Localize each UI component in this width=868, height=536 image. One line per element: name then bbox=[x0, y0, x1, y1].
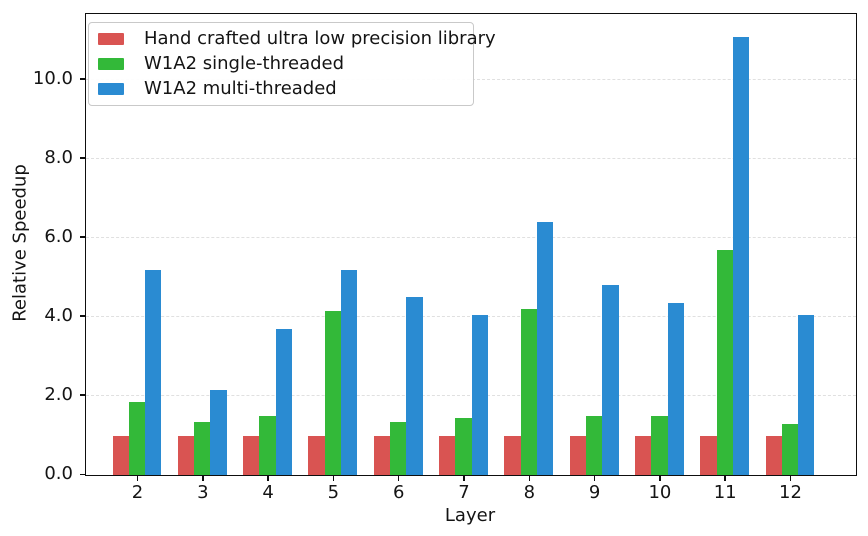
bar bbox=[520, 309, 537, 475]
x-tick-mark bbox=[789, 475, 792, 481]
legend: Hand crafted ultra low precision library… bbox=[88, 22, 496, 106]
bar bbox=[128, 401, 146, 475]
bar bbox=[602, 285, 619, 475]
y-tick-mark bbox=[80, 157, 85, 159]
x-tick-mark bbox=[593, 475, 596, 481]
bar bbox=[667, 303, 684, 475]
x-tick-label: 12 bbox=[779, 482, 802, 503]
legend-swatch-icon bbox=[98, 33, 124, 46]
x-tick-mark bbox=[528, 475, 531, 481]
y-tick-label: 0.0 bbox=[44, 463, 73, 484]
gridline bbox=[86, 236, 856, 238]
bar bbox=[373, 435, 391, 475]
legend-item: Hand crafted ultra low precision library bbox=[89, 27, 496, 51]
x-tick-mark bbox=[463, 475, 465, 481]
bar bbox=[243, 435, 260, 475]
bar bbox=[504, 435, 521, 475]
y-tick-label: 6.0 bbox=[44, 225, 73, 247]
legend-item: W1A2 single-threaded bbox=[89, 52, 473, 76]
x-tick-mark bbox=[397, 475, 400, 481]
bar bbox=[259, 415, 276, 475]
y-tick-label: 2.0 bbox=[44, 383, 73, 405]
legend-swatch-icon bbox=[98, 82, 124, 95]
x-tick-label: 3 bbox=[197, 482, 209, 503]
bar bbox=[634, 435, 652, 475]
bar bbox=[390, 421, 407, 475]
legend-item: W1A2 multi-threaded bbox=[89, 77, 473, 101]
bar bbox=[194, 421, 211, 475]
x-tick-mark bbox=[724, 475, 726, 481]
bar bbox=[308, 435, 325, 475]
x-tick-label: 7 bbox=[458, 482, 470, 503]
legend-label: Hand crafted ultra low precision library bbox=[144, 28, 496, 50]
bar bbox=[439, 435, 456, 475]
bar bbox=[177, 435, 195, 475]
bar bbox=[651, 415, 668, 475]
x-tick-label: 10 bbox=[648, 482, 672, 503]
x-tick-mark bbox=[267, 475, 269, 481]
bar bbox=[471, 315, 488, 475]
gridline bbox=[86, 395, 856, 396]
bar bbox=[341, 269, 358, 475]
bar bbox=[536, 222, 554, 475]
x-tick-label: 8 bbox=[523, 482, 536, 503]
bar bbox=[569, 435, 586, 475]
y-tick-mark bbox=[80, 473, 85, 475]
bar bbox=[275, 328, 293, 475]
x-tick-mark bbox=[332, 475, 335, 481]
x-tick-label: 6 bbox=[392, 482, 405, 503]
x-tick-label: 5 bbox=[327, 482, 340, 503]
x-tick-label: 4 bbox=[262, 482, 274, 503]
bar bbox=[700, 435, 717, 475]
bar bbox=[406, 297, 423, 475]
x-tick-label: 9 bbox=[588, 482, 601, 503]
y-tick-mark bbox=[80, 394, 85, 396]
bar bbox=[112, 435, 129, 475]
y-tick-mark bbox=[80, 78, 85, 80]
y-tick-mark bbox=[80, 236, 85, 238]
bar bbox=[732, 36, 750, 475]
gridline bbox=[86, 316, 856, 317]
x-axis-label: Layer bbox=[444, 505, 496, 526]
x-tick-label: 11 bbox=[713, 482, 737, 503]
gridline bbox=[86, 157, 856, 159]
bar bbox=[765, 435, 782, 475]
y-tick-label: 8.0 bbox=[44, 146, 73, 168]
x-tick-mark bbox=[202, 475, 204, 481]
y-tick-label: 4.0 bbox=[44, 304, 73, 326]
x-tick-label: 2 bbox=[131, 482, 144, 503]
bar bbox=[716, 249, 733, 475]
bar bbox=[798, 315, 815, 475]
y-tick-label: 10.0 bbox=[32, 67, 73, 89]
y-tick-mark bbox=[80, 315, 85, 317]
bar bbox=[324, 311, 342, 475]
legend-label: W1A2 multi-threaded bbox=[144, 77, 337, 99]
bar bbox=[585, 415, 603, 475]
bar bbox=[145, 269, 162, 475]
bar bbox=[210, 390, 227, 475]
legend-swatch-icon bbox=[98, 57, 124, 70]
bar bbox=[781, 423, 799, 475]
x-tick-mark bbox=[659, 475, 661, 481]
x-tick-mark bbox=[136, 475, 139, 481]
legend-label: W1A2 single-threaded bbox=[144, 52, 345, 74]
bar bbox=[455, 417, 472, 475]
